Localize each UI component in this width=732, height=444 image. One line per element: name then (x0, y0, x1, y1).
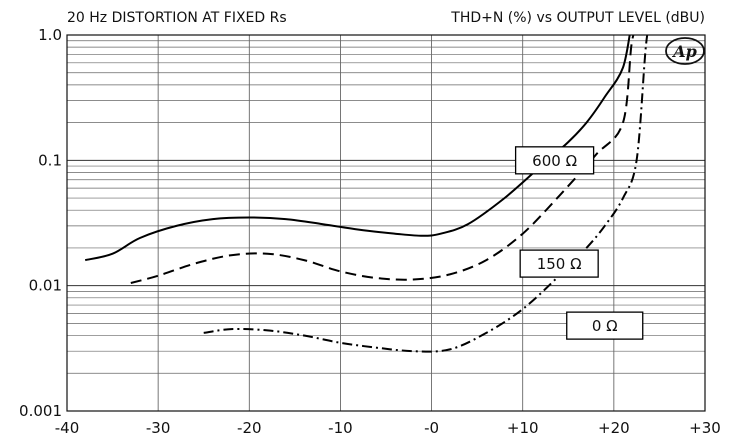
ap-logo: Ap (665, 37, 705, 65)
y-axis: 0.001 0.01 0.1 1.0 (19, 26, 62, 420)
series-lines (84, 35, 649, 353)
x-tick-label: +30 (689, 419, 721, 437)
y-tick-label: 0.1 (38, 151, 62, 169)
curve-label-2: 0 Ω (592, 317, 618, 335)
series-line-1 (130, 35, 635, 284)
curve-label-box-1 (519, 249, 599, 278)
x-tick-label: -0 (424, 419, 439, 437)
curve-labels: 600 Ω 150 Ω 0 Ω (514, 146, 644, 340)
plot-frame (66, 34, 706, 412)
y-tick-label: 1.0 (38, 26, 62, 44)
x-tick-label: -20 (237, 419, 262, 437)
x-tick-label: -40 (55, 419, 80, 437)
curve-label-box-0 (514, 146, 595, 175)
x-tick-label: -30 (146, 419, 171, 437)
x-tick-label: -10 (328, 419, 353, 437)
chart-subtitle: THD+N (%) vs OUTPUT LEVEL (dBU) (450, 10, 705, 26)
curve-label-box-2 (566, 311, 644, 340)
series-line-2 (203, 35, 649, 353)
x-tick-label: +20 (598, 419, 630, 437)
series-line-0 (84, 35, 631, 262)
y-tick-label: 0.01 (29, 277, 62, 295)
curve-label-0: 600 Ω (532, 152, 577, 170)
ap-logo-text: Ap (671, 42, 697, 61)
x-tick-label: +10 (507, 419, 539, 437)
x-axis: -40 -30 -20 -10 -0 +10 +20 +30 (55, 419, 721, 437)
curve-label-1: 150 Ω (537, 255, 582, 273)
chart-title: 20 Hz DISTORTION AT FIXED Rs (67, 10, 287, 26)
y-tick-label: 0.001 (19, 402, 62, 420)
